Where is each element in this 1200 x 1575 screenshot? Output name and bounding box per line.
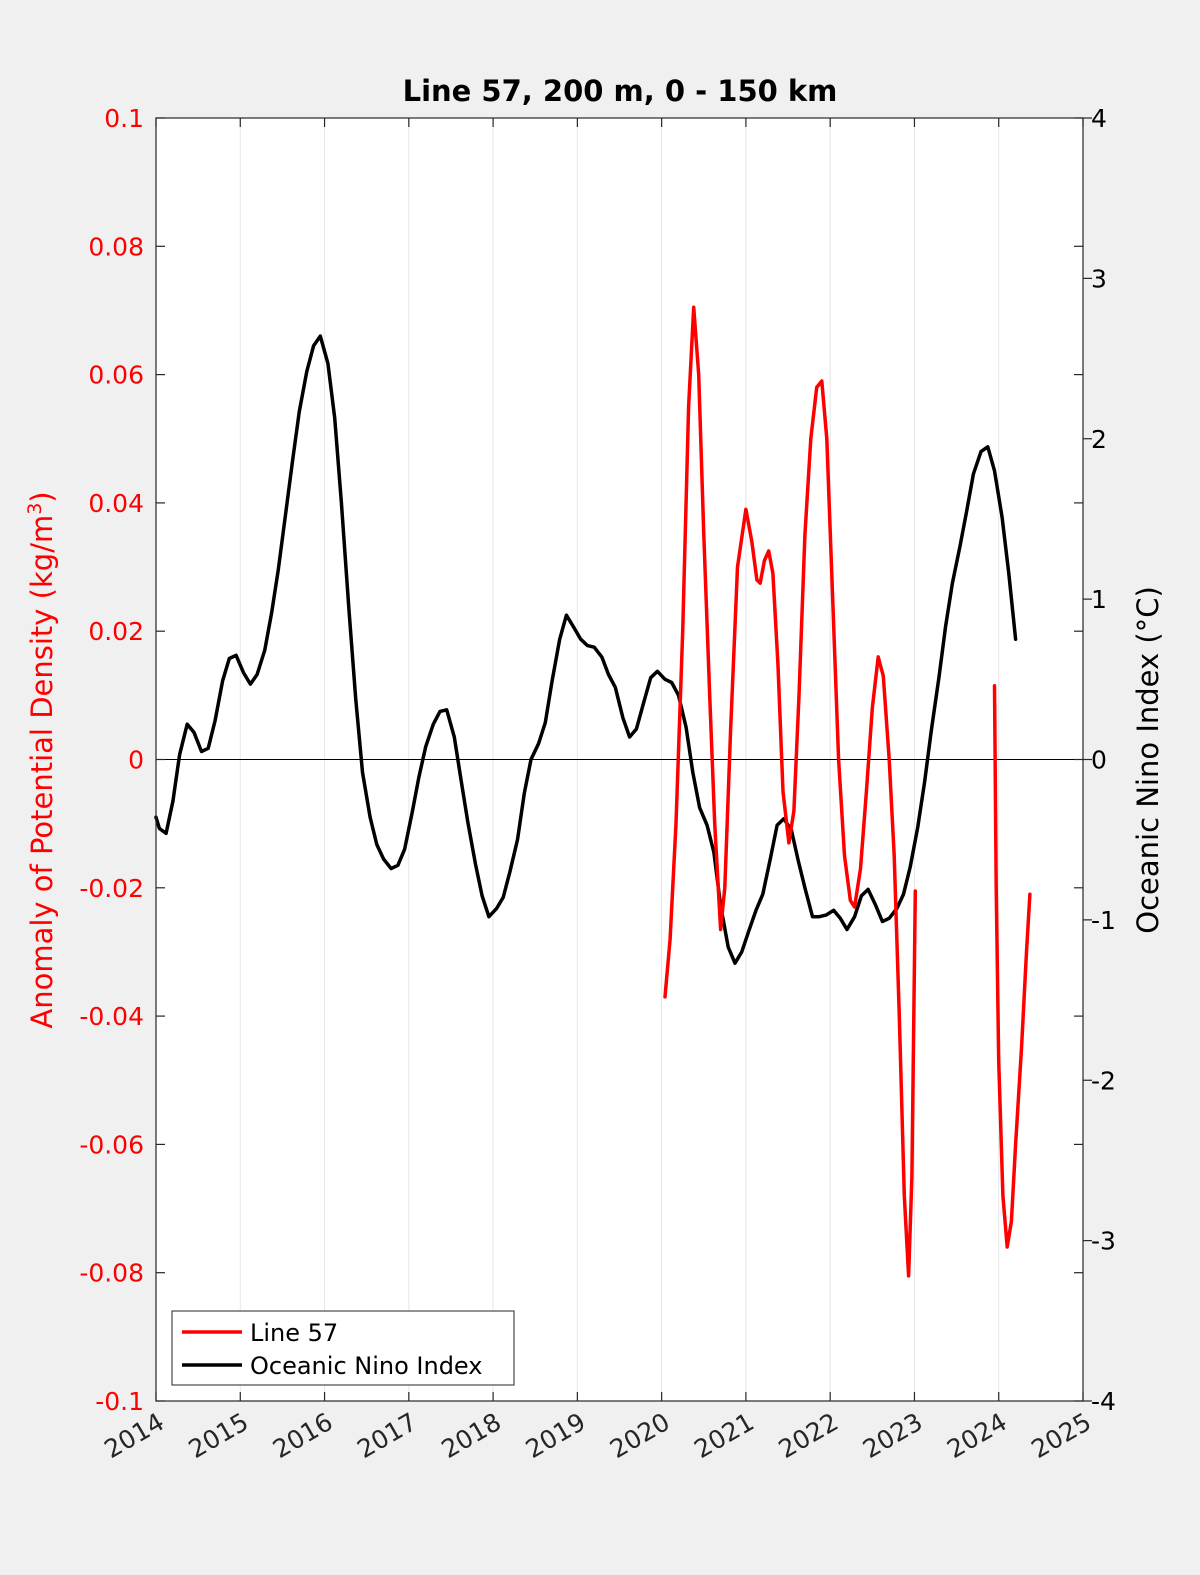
tick-label-left: 0.08 [88, 232, 144, 261]
tick-label-right: -2 [1091, 1066, 1116, 1095]
series-layer [154, 305, 1032, 1278]
tick-label-left: -0.06 [79, 1130, 144, 1159]
tick-label-left: 0.04 [88, 489, 144, 518]
tick-label-right: 0 [1091, 746, 1107, 775]
tick-label-x: 2019 [521, 1407, 591, 1464]
y-axis-label-left-superscript: 3 [24, 503, 46, 515]
tick-label-right: -4 [1091, 1387, 1116, 1416]
tick-label-right: 3 [1091, 264, 1107, 293]
tick-label-x: 2015 [184, 1407, 254, 1464]
tick-label-left: -0.1 [95, 1387, 144, 1416]
tick-label-x: 2018 [436, 1407, 506, 1464]
tick-label-x: 2021 [689, 1407, 759, 1464]
tick-label-x: 2020 [605, 1407, 675, 1464]
tick-label-left: 0.06 [88, 361, 144, 390]
tick-label-x: 2023 [858, 1407, 928, 1464]
tick-label-right: -3 [1091, 1227, 1116, 1256]
series-line-57 [663, 305, 918, 1278]
series-line-57 [992, 683, 1032, 1249]
y-axis-label-left: Anomaly of Potential Density (kg/m3) [24, 491, 59, 1028]
tick-label-x: 2024 [942, 1407, 1012, 1464]
legend-label-line-57: Line 57 [250, 1319, 338, 1347]
tick-label-left: 0 [128, 746, 144, 775]
tick-label-x: 2016 [268, 1407, 338, 1464]
tick-label-left: -0.02 [79, 874, 144, 903]
series-oceanic-nino-index [154, 334, 1018, 965]
tick-label-right: -1 [1091, 906, 1116, 935]
tick-label-left: 0.1 [104, 104, 144, 133]
chart-title: Line 57, 200 m, 0 - 150 km [403, 74, 838, 108]
y-axis-label-right: Oceanic Nino Index (°C) [1131, 586, 1165, 934]
tick-label-x: 2022 [774, 1407, 844, 1464]
tick-label-right: 2 [1091, 425, 1107, 454]
tick-label-x: 2025 [1026, 1407, 1096, 1464]
legend: Line 57 Oceanic Nino Index [171, 1310, 515, 1386]
tick-label-left: 0.02 [88, 617, 144, 646]
legend-label-oni: Oceanic Nino Index [250, 1352, 482, 1380]
legend-box [171, 1310, 515, 1386]
tick-label-x: 2017 [352, 1407, 422, 1464]
tick-label-left: -0.08 [79, 1259, 144, 1288]
tick-label-right: 1 [1091, 585, 1107, 614]
tick-label-right: 4 [1091, 104, 1107, 133]
tick-label-left: -0.04 [79, 1002, 144, 1031]
